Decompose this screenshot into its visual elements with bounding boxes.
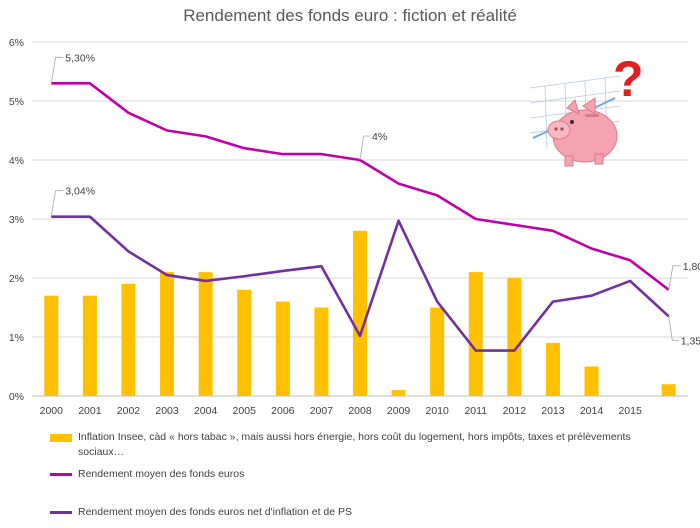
bar: [44, 295, 59, 396]
bar: [430, 307, 445, 396]
y-tick-label: 6%: [9, 37, 24, 49]
bar: [353, 230, 367, 396]
bar: [584, 366, 599, 396]
bar: [237, 289, 252, 396]
x-tick-label: 2001: [78, 405, 102, 417]
legend-item-rendement-net: Rendement moyen des fonds euros net d'in…: [50, 505, 678, 520]
leader-line: [668, 265, 681, 290]
y-tick-label: 4%: [9, 155, 24, 167]
x-tick-label: 2011: [464, 405, 487, 417]
y-tick-label: 2%: [9, 273, 24, 285]
legend-swatch-rendement: [50, 473, 72, 476]
bar: [160, 272, 175, 396]
x-tick-label: 2004: [194, 405, 218, 417]
bar: [545, 342, 560, 396]
x-tick-label: 2012: [503, 405, 527, 417]
data-labels: 5,30% 3,04% 4% 1,80% 1,35%: [50, 52, 700, 347]
legend-label: Inflation Insee, càd « hors tabac », mai…: [78, 431, 631, 458]
data-label: 1,35%: [681, 335, 700, 347]
x-tick-label: 2008: [348, 405, 372, 417]
x-tick-label: 2009: [387, 405, 411, 417]
bar: [82, 295, 97, 396]
svg-text:?: ?: [613, 51, 644, 107]
x-tick-label: 2013: [541, 405, 565, 417]
leader-line: [50, 56, 64, 84]
y-tick-label: 0%: [9, 391, 24, 403]
bar: [198, 272, 213, 396]
leader-line: [359, 135, 370, 161]
x-tick-label: 2014: [580, 405, 604, 417]
x-tick-label: 2015: [618, 405, 642, 417]
legend-swatch-rendement-net: [50, 511, 72, 514]
y-axis-ticks: 0% 1% 2% 3% 4% 5% 6%: [9, 37, 24, 403]
bar: [275, 301, 290, 396]
legend-item-inflation: Inflation Insee, càd « hors tabac », mai…: [50, 430, 678, 460]
x-tick-label: 2003: [155, 405, 179, 417]
data-label: 5,30%: [65, 52, 95, 64]
leader-line: [668, 316, 679, 341]
chart-title: Rendement des fonds euro : fiction et ré…: [183, 6, 517, 25]
x-tick-label: 2000: [40, 405, 64, 417]
x-tick-label: 2006: [271, 405, 295, 417]
data-label: 4%: [372, 131, 387, 143]
data-label: 3,04%: [65, 186, 95, 198]
legend-swatch-inflation: [50, 434, 72, 442]
x-tick-label: 2007: [310, 405, 334, 417]
legend-label: Rendement moyen des fonds euros net d'in…: [78, 506, 353, 518]
x-tick-label: 2005: [233, 405, 257, 417]
inflation-bars: [44, 230, 676, 396]
bar: [468, 272, 483, 396]
piggy-bank-icon: ?: [529, 51, 644, 167]
x-tick-label: 2002: [117, 405, 141, 417]
bar: [121, 283, 136, 396]
x-tick-label: 2010: [425, 405, 449, 417]
bar: [507, 278, 522, 396]
legend-item-rendement: Rendement moyen des fonds euros: [50, 467, 678, 482]
bar: [661, 384, 676, 396]
bar: [391, 390, 406, 396]
y-tick-label: 5%: [9, 96, 24, 108]
y-tick-label: 1%: [9, 332, 24, 344]
data-label: 1,80%: [683, 261, 700, 273]
bar: [314, 307, 329, 396]
x-axis-ticks: 2000 2001 2002 2003 2004 2005 2006 2007 2008 2009…: [40, 405, 642, 417]
leader-line: [50, 190, 64, 217]
legend-label: Rendement moyen des fonds euros: [78, 468, 245, 480]
y-tick-label: 3%: [9, 214, 24, 226]
